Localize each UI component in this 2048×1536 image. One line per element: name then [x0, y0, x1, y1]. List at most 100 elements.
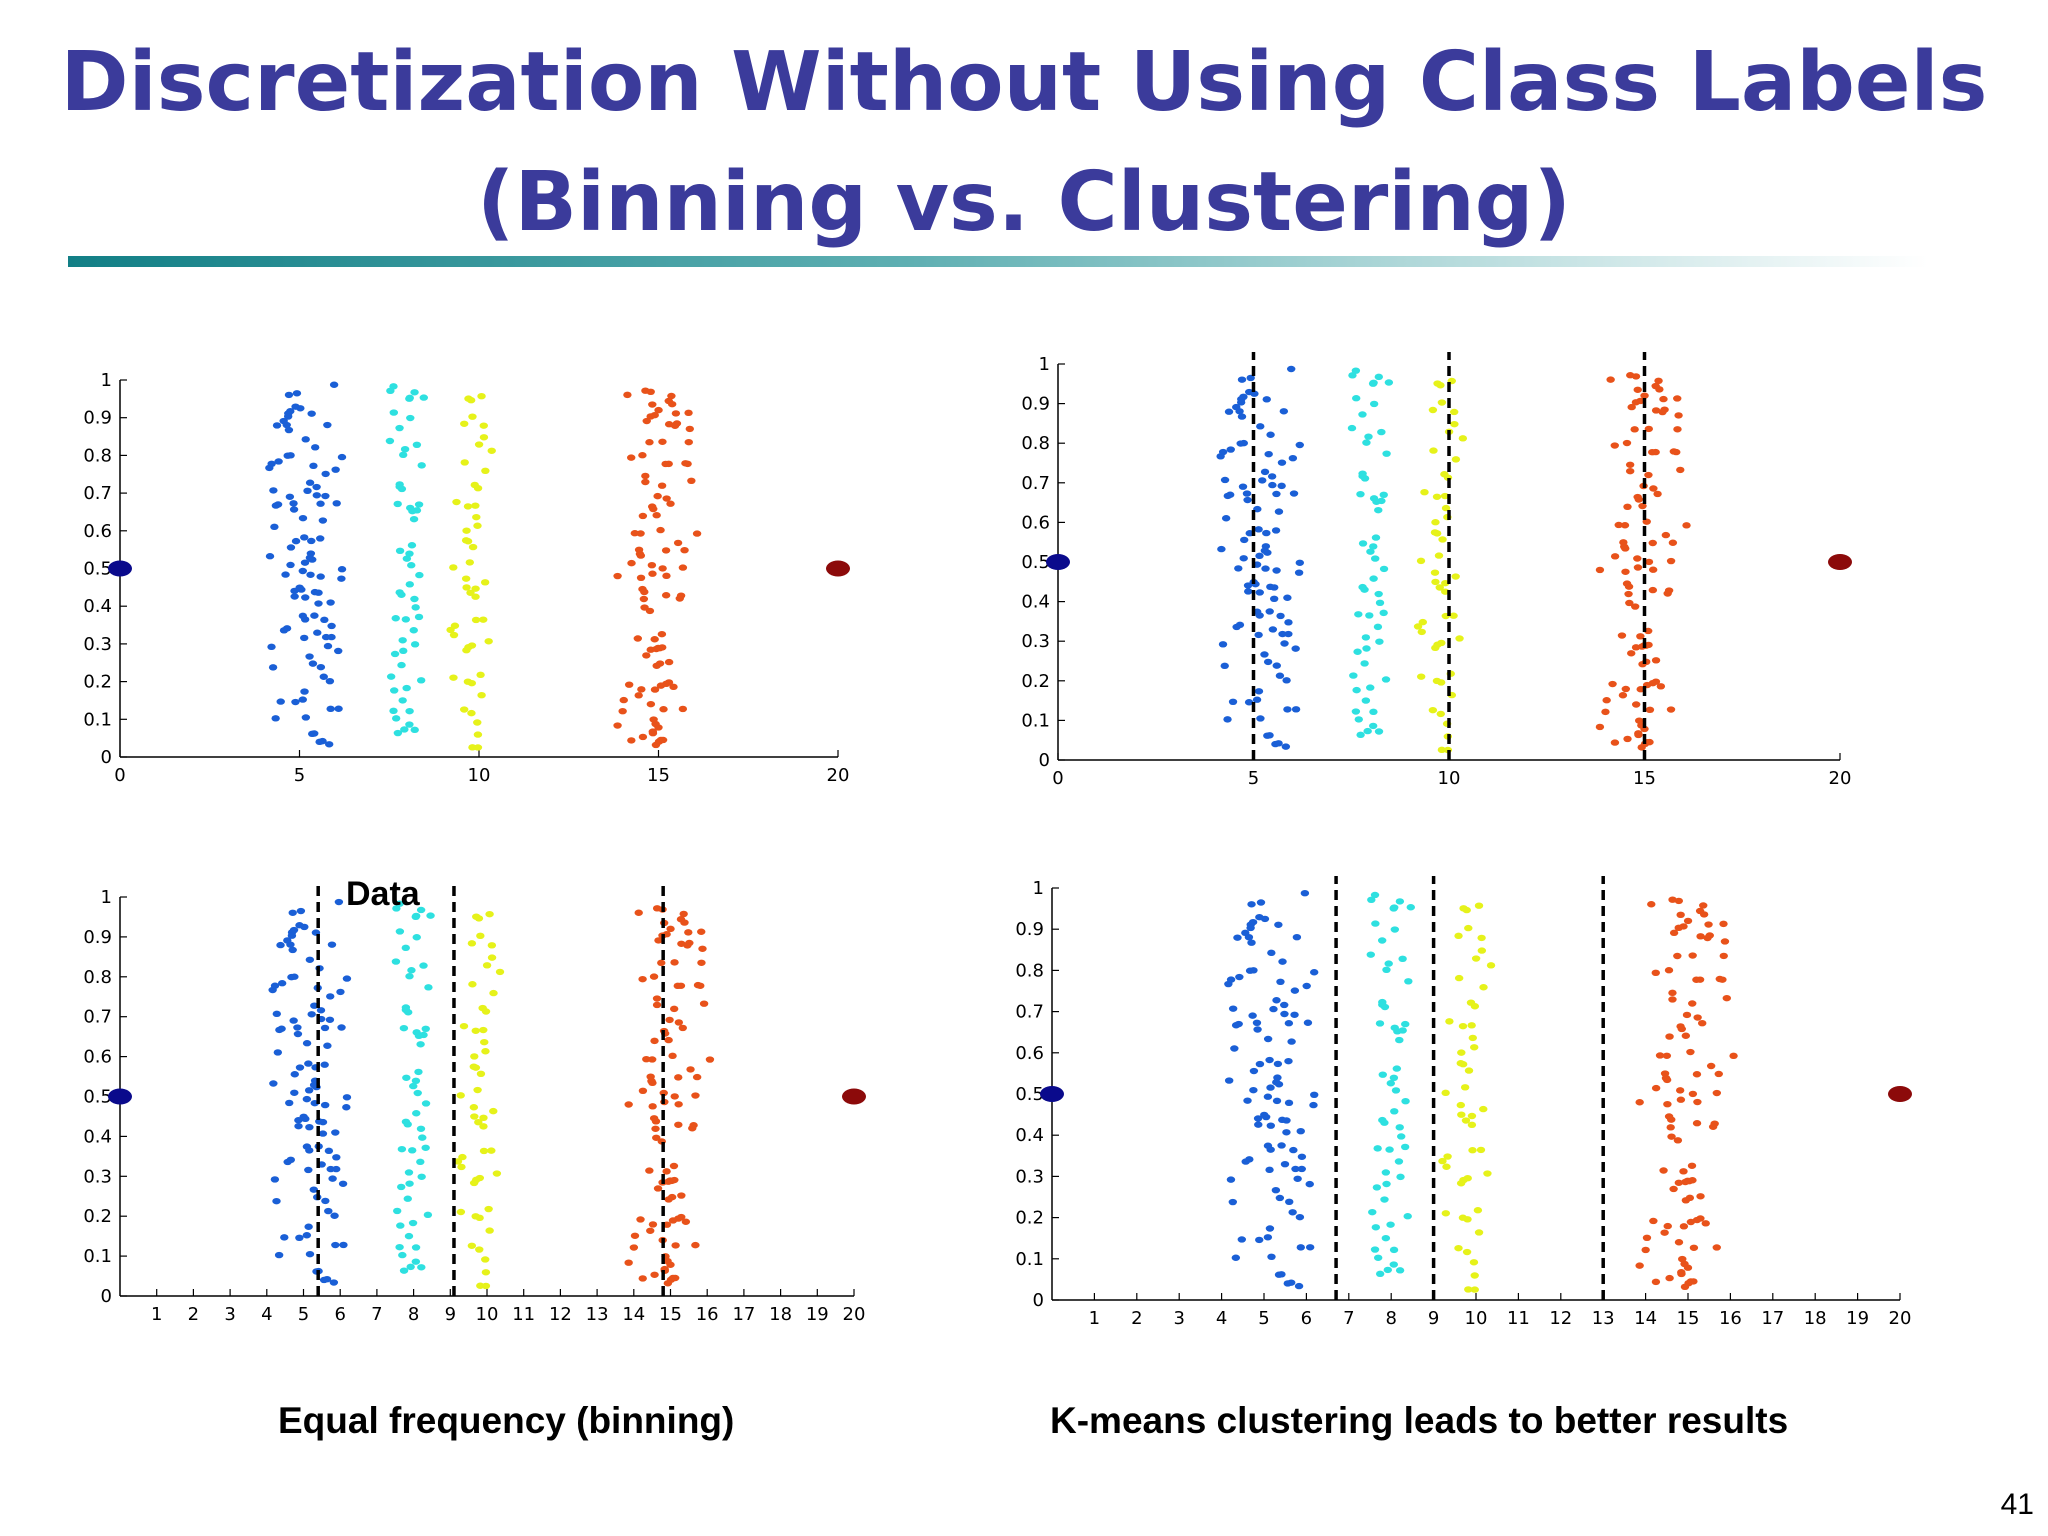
data-point	[639, 595, 649, 603]
data-point	[316, 500, 325, 507]
data-point	[664, 658, 674, 666]
data-point	[650, 1037, 659, 1045]
data-point	[1651, 969, 1660, 977]
data-point	[1283, 706, 1292, 713]
data-point	[1623, 503, 1632, 511]
data-point	[1369, 495, 1379, 502]
data-point	[487, 942, 497, 949]
endpoint-left	[1040, 1086, 1064, 1102]
data-point	[477, 392, 486, 400]
data-point	[283, 413, 293, 420]
data-point	[1666, 557, 1676, 565]
data-point	[1289, 1146, 1298, 1154]
data-point	[283, 937, 292, 944]
caption-kmeans: K-means clustering leads to better resul…	[1050, 1400, 1789, 1441]
data-point	[1272, 490, 1281, 498]
data-point	[629, 1244, 639, 1251]
y-tick-label: 0.7	[1015, 1002, 1044, 1023]
data-point	[1647, 901, 1656, 908]
data-point	[484, 638, 493, 645]
data-point	[342, 1104, 351, 1111]
data-point	[1432, 493, 1442, 500]
data-point	[1231, 1254, 1241, 1261]
data-point	[670, 1093, 679, 1100]
data-point	[334, 898, 344, 906]
data-point	[320, 1061, 329, 1068]
y-tick-label: 0.3	[83, 634, 112, 655]
data-point	[673, 539, 683, 547]
data-point	[1390, 1024, 1399, 1031]
data-point	[638, 1275, 647, 1282]
data-point	[1218, 641, 1228, 648]
data-point	[1269, 595, 1279, 603]
data-point	[416, 1125, 426, 1132]
data-point	[1266, 583, 1275, 591]
y-tick-label: 1	[101, 887, 112, 908]
y-tick-label: 0.6	[1015, 1043, 1044, 1064]
data-point	[1278, 958, 1287, 965]
data-point	[642, 417, 651, 425]
data-point	[1244, 699, 1254, 706]
data-point	[692, 530, 702, 537]
data-point	[414, 1068, 423, 1076]
data-point	[1254, 1121, 1263, 1128]
data-point	[1635, 717, 1644, 724]
data-point	[1651, 448, 1660, 456]
data-point	[1620, 543, 1629, 550]
data-point	[302, 1040, 312, 1047]
data-point	[277, 1025, 286, 1032]
data-point	[1360, 660, 1369, 667]
data-point	[272, 1197, 281, 1205]
data-point	[1263, 1234, 1273, 1241]
data-point	[1664, 967, 1674, 974]
data-point	[1633, 564, 1643, 571]
data-point	[1663, 1100, 1672, 1108]
data-point	[316, 1007, 326, 1014]
data-point	[1378, 1071, 1387, 1078]
data-point	[471, 593, 480, 600]
data-point	[395, 1243, 404, 1251]
data-point	[421, 1025, 430, 1033]
data-point	[1256, 715, 1265, 722]
data-point	[1457, 1049, 1466, 1056]
data-point	[1656, 683, 1666, 690]
y-tick-label: 0.6	[83, 521, 112, 542]
x-tick-label: 0	[114, 765, 125, 786]
data-point	[410, 641, 420, 648]
data-point	[326, 705, 335, 713]
data-point	[1258, 477, 1267, 484]
x-tick-label: 11	[512, 1304, 535, 1325]
data-point	[389, 707, 398, 715]
data-point	[619, 696, 628, 704]
data-point	[659, 706, 668, 713]
data-point	[471, 616, 481, 624]
data-point	[641, 472, 650, 480]
y-tick-label: 0.8	[83, 445, 112, 466]
data-point	[1241, 929, 1250, 937]
data-point	[323, 642, 333, 650]
data-point	[1463, 1216, 1472, 1223]
data-point	[489, 1107, 498, 1115]
data-point	[1627, 650, 1636, 657]
data-point	[300, 559, 310, 566]
data-point	[411, 913, 420, 921]
data-point	[1218, 448, 1228, 456]
data-point	[1681, 1178, 1690, 1186]
data-point	[1267, 949, 1276, 957]
data-point	[1441, 1089, 1450, 1097]
data-point	[1274, 508, 1284, 515]
data-point	[1470, 1044, 1479, 1051]
data-point	[1291, 706, 1301, 713]
slide-title-line-1: Discretization Without Using Class Label…	[60, 35, 1988, 130]
data-point	[1664, 587, 1674, 594]
data-point	[1239, 555, 1248, 562]
data-point	[1283, 594, 1292, 601]
data-point	[1430, 569, 1440, 576]
data-point	[1272, 1079, 1281, 1086]
data-point	[1435, 584, 1444, 591]
data-point	[460, 420, 469, 427]
data-point	[676, 916, 686, 923]
data-point	[407, 542, 417, 549]
data-point	[1266, 1122, 1275, 1129]
data-point	[265, 553, 275, 560]
